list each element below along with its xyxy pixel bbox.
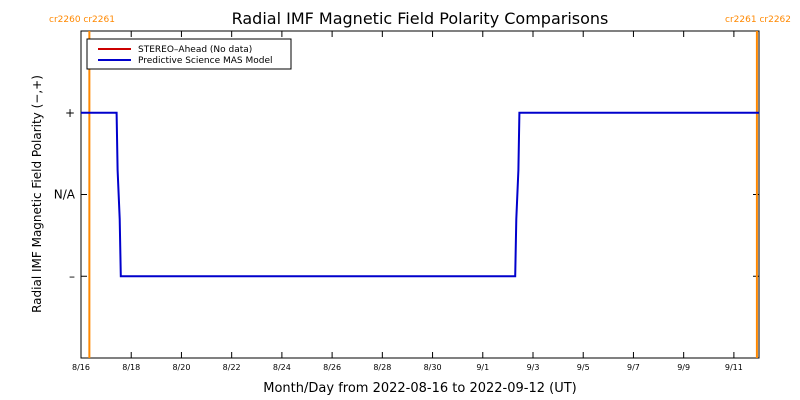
x-axis-label: Month/Day from 2022-08-16 to 2022-09-12 …: [263, 381, 576, 396]
x-tick-label: 8/20: [172, 363, 190, 372]
y-tick-label: +: [65, 106, 75, 120]
x-tick-label: 8/16: [72, 363, 90, 372]
x-tick-label: 8/28: [373, 363, 391, 372]
legend-box: [86, 38, 292, 70]
carrington-rotation-label: cr2260 cr2261: [49, 15, 115, 25]
y-axis-label: Radial IMF Magnetic Field Polarity (−,+): [30, 75, 44, 313]
x-tick-label: 8/30: [424, 363, 442, 372]
x-tick-label: 9/3: [527, 363, 540, 372]
carrington-rotation-label: cr2261 cr2262: [725, 15, 791, 25]
carrington-marker-lines: [88, 31, 758, 358]
chart-title: Radial IMF Magnetic Field Polarity Compa…: [232, 9, 609, 28]
x-tick-label: 8/26: [323, 363, 341, 372]
series-layer: [81, 111, 759, 278]
x-tick-label: 8/22: [223, 363, 241, 372]
x-tick-label: 9/7: [627, 363, 640, 372]
x-tick-label: 9/11: [725, 363, 743, 372]
y-tick-label: –: [69, 269, 75, 283]
x-tick-label: 9/9: [677, 363, 690, 372]
legend: STEREO–Ahead (No data)Predictive Science…: [86, 38, 292, 70]
x-axis: 8/16 8/18 8/20 8/22 8/24 8/26 8/28 8/30 9/1 9/3 9/…: [72, 31, 743, 372]
legend-label: Predictive Science MAS Model: [138, 56, 273, 66]
x-tick-label: 8/18: [122, 363, 140, 372]
legend-label: STEREO–Ahead (No data): [138, 45, 252, 55]
y-tick-label: N/A: [54, 188, 76, 202]
series-line: [81, 111, 759, 278]
carrington-rotation-labels: cr2260 cr2261 cr2261 cr2262: [49, 15, 791, 25]
x-tick-label: 8/24: [273, 363, 291, 372]
x-tick-label: 9/1: [476, 363, 489, 372]
x-tick-label: 9/5: [577, 363, 590, 372]
